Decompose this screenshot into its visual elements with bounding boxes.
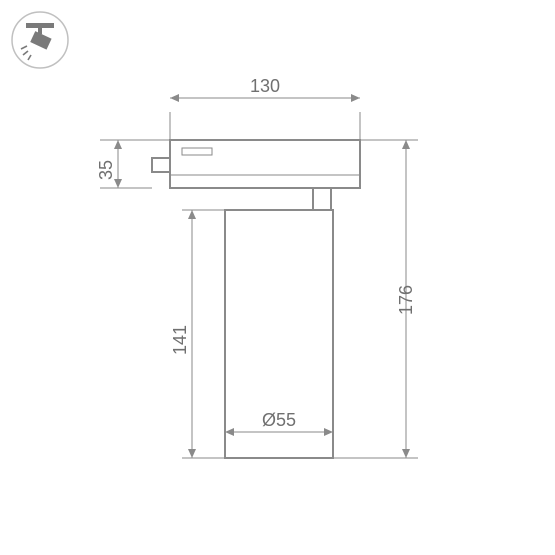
dimension-value: Ø55 — [262, 410, 296, 430]
technical-drawing: :root { --outline: #8a8a8a; --dim: #8a8a… — [0, 0, 555, 555]
dimension-value: 35 — [96, 160, 116, 180]
spotlight-icon — [12, 12, 68, 68]
product-outline — [152, 140, 360, 458]
dimension-value: 130 — [250, 76, 280, 96]
dimension-value: 141 — [170, 325, 190, 355]
dimension-value: 176 — [396, 285, 416, 315]
dimensions — [100, 94, 418, 458]
dimension-labels: 130 35 141 176 Ø55 — [96, 76, 416, 430]
